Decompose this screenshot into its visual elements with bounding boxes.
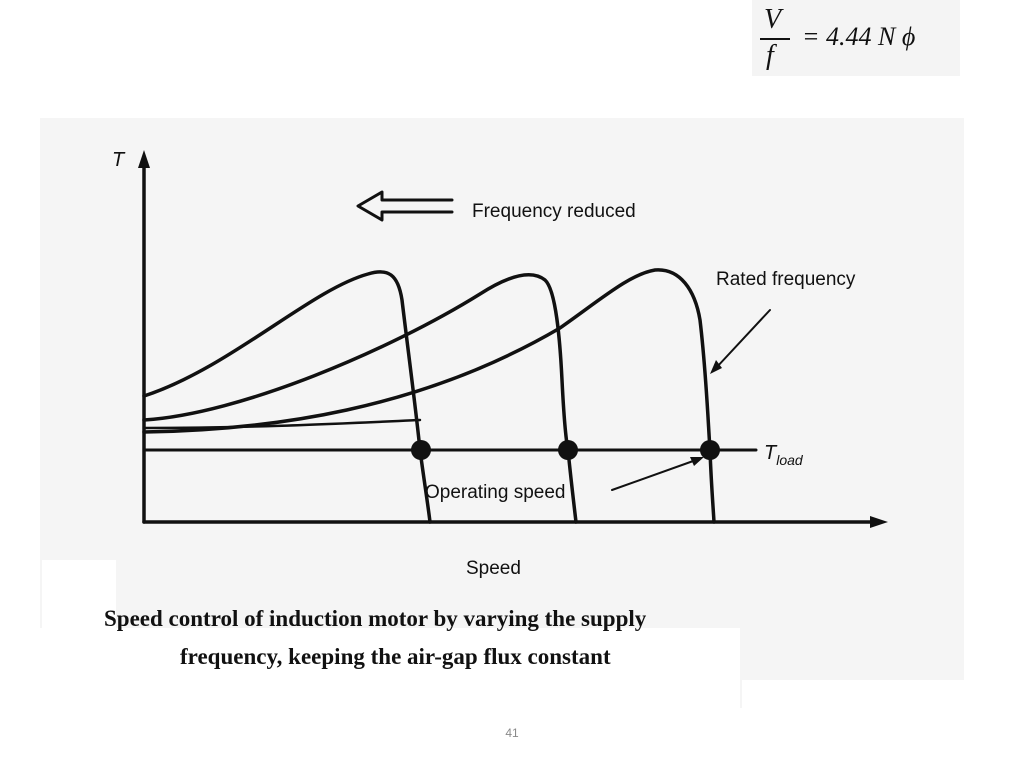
torque-curve-baseline xyxy=(142,418,422,430)
formula-rhs: = 4.44 N ϕ xyxy=(802,22,916,51)
formula-numerator: V xyxy=(764,4,782,35)
formula-box: V f = 4.44 N ϕ xyxy=(752,0,960,76)
frequency-reduced-label: Frequency reduced xyxy=(472,201,636,222)
load-torque-label: Tload xyxy=(764,442,804,468)
figure-mask-bottom xyxy=(40,628,740,708)
page-number: 41 xyxy=(505,726,519,740)
rated-frequency-label: Rated frequency xyxy=(716,269,856,290)
load-torque-label-main: T xyxy=(764,442,778,464)
fraction-bar xyxy=(760,38,790,40)
rated-frequency-pointer xyxy=(715,309,771,369)
operating-speed-pointer-head xyxy=(690,457,704,466)
frequency-reduced-arrow xyxy=(356,190,454,222)
operating-speed-pointer xyxy=(611,459,697,491)
operating-speed-label: Operating speed xyxy=(425,482,566,503)
operating-point-3 xyxy=(700,440,720,460)
caption-line-2: frequency, keeping the air-gap flux cons… xyxy=(180,644,611,669)
operating-point-2 xyxy=(558,440,578,460)
figure-caption: Speed control of induction motor by vary… xyxy=(100,600,940,676)
torque-curve-low-frequency xyxy=(142,270,432,524)
x-axis-arrowhead xyxy=(870,516,888,528)
caption-line-1: Speed control of induction motor by vary… xyxy=(104,606,647,631)
x-axis-label: Speed xyxy=(466,558,521,579)
load-torque-label-sub: load xyxy=(776,452,804,468)
y-axis-arrowhead xyxy=(138,150,150,168)
y-axis-label: T xyxy=(112,149,126,171)
operating-point-1 xyxy=(411,440,431,460)
figure-mask xyxy=(42,560,116,630)
rated-frequency-pointer-head xyxy=(710,360,722,374)
figure-mask-bottom-right xyxy=(742,680,964,708)
formula-denominator: f xyxy=(766,40,774,71)
